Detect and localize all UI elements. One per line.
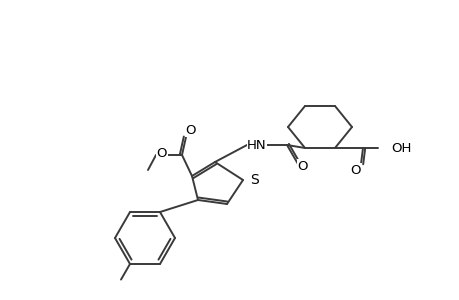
Text: OH: OH — [390, 142, 410, 154]
Text: S: S — [249, 173, 258, 187]
Text: O: O — [297, 160, 308, 172]
Text: O: O — [185, 124, 196, 136]
Text: O: O — [157, 146, 167, 160]
Text: O: O — [350, 164, 360, 176]
Text: HN: HN — [246, 139, 266, 152]
